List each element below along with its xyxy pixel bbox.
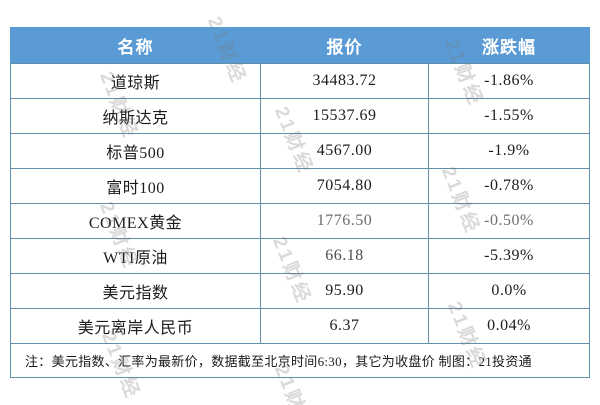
cell-change: -1.55% bbox=[428, 99, 589, 133]
cell-quote: 4567.00 bbox=[260, 134, 428, 168]
cell-change: -1.86% bbox=[428, 64, 589, 98]
cell-name: 美元指数 bbox=[102, 285, 169, 302]
cell-name: 美元离岸人民币 bbox=[77, 320, 194, 337]
column-header-quote: 报价 bbox=[326, 37, 363, 57]
cell-quote: 15537.69 bbox=[260, 99, 428, 133]
cell-change: -1.9% bbox=[428, 134, 589, 168]
cell-name: 富时100 bbox=[106, 180, 165, 197]
cell-quote: 34483.72 bbox=[260, 64, 428, 98]
table-row-wti-crude: WTI原油 66.18 -5.39% bbox=[11, 238, 589, 273]
table-row-ftse100: 富时100 7054.80 -0.78% bbox=[11, 168, 589, 203]
table-row-dow-jones: 道琼斯 34483.72 -1.86% bbox=[11, 64, 589, 98]
cell-quote: 95.90 bbox=[260, 274, 428, 308]
table-footnote: 注：美元指数、汇率为最新价，数据截至北京时间6:30，其它为收盘价 制图：21投… bbox=[11, 343, 589, 377]
cell-change: 0.04% bbox=[428, 309, 589, 343]
table-header-row: 名称 报价 涨跌幅 bbox=[10, 27, 590, 63]
cell-change: -0.78% bbox=[428, 169, 589, 203]
cell-quote: 66.18 bbox=[260, 239, 428, 273]
column-header-name: 名称 bbox=[117, 37, 154, 57]
cell-name: 标普500 bbox=[106, 145, 165, 162]
market-table: 名称 报价 涨跌幅 道琼斯 34483.72 -1.86% 纳斯达克 15537… bbox=[10, 27, 590, 378]
cell-name: WTI原油 bbox=[103, 250, 168, 267]
cell-change: -5.39% bbox=[428, 239, 589, 273]
cell-quote: 7054.80 bbox=[260, 169, 428, 203]
cell-change: 0.0% bbox=[428, 274, 589, 308]
column-header-change: 涨跌幅 bbox=[482, 37, 536, 57]
table-row-comex-gold: COMEX黄金 1776.50 -0.50% bbox=[11, 203, 589, 238]
table-row-nasdaq: 纳斯达克 15537.69 -1.55% bbox=[11, 98, 589, 133]
cell-quote: 1776.50 bbox=[260, 204, 428, 238]
cell-name: 道琼斯 bbox=[110, 75, 161, 92]
table-row-usd-cnh: 美元离岸人民币 6.37 0.04% bbox=[11, 308, 589, 343]
cell-change: -0.50% bbox=[428, 204, 589, 238]
table-row-sp500: 标普500 4567.00 -1.9% bbox=[11, 133, 589, 168]
table-row-usd-index: 美元指数 95.90 0.0% bbox=[11, 273, 589, 308]
table-body: 道琼斯 34483.72 -1.86% 纳斯达克 15537.69 -1.55%… bbox=[10, 63, 590, 378]
cell-name: COMEX黄金 bbox=[88, 215, 183, 232]
cell-name: 纳斯达克 bbox=[102, 110, 169, 127]
cell-quote: 6.37 bbox=[260, 309, 428, 343]
